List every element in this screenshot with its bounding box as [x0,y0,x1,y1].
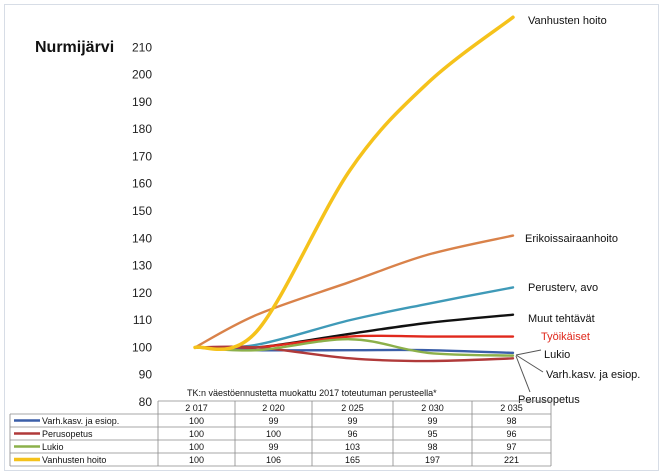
table-cell: 165 [345,455,360,465]
table-cell: 97 [506,442,516,452]
legend-label: Perusopetus [42,429,93,439]
series-line-3 [193,15,515,351]
end-label: Vanhusten hoito [528,15,607,27]
plot-lines [193,15,515,363]
table-cell: 106 [266,455,281,465]
table-cell: 221 [504,455,519,465]
chart-title: Nurmijärvi [35,39,114,56]
legend-label: Varh.kasv. ja esiop. [42,416,119,426]
chart-frame [4,4,659,471]
series-line-2 [193,338,515,357]
table-cell: 197 [425,455,440,465]
y-tick-label: 200 [132,68,152,82]
series-line-extra-3 [193,334,515,350]
y-tick-label: 140 [132,231,152,245]
table-cell: 100 [189,416,204,426]
table-header-cell: 2 020 [262,403,285,413]
table-cell: 99 [268,416,278,426]
table-cell: 100 [189,442,204,452]
y-tick-label: 80 [139,395,153,409]
table-cell: 98 [427,442,437,452]
label-connector [515,354,544,373]
end-label: Työikäiset [541,331,590,343]
chart-note: TK:n väestöennustetta muokattu 2017 tote… [187,388,437,398]
series-line-extra-0 [193,234,515,349]
table-header-cell: 2 017 [185,403,208,413]
table-header-cell: 2 035 [500,403,523,413]
table-cell: 96 [506,429,516,439]
table-cell: 95 [427,429,437,439]
table-cell: 99 [347,416,357,426]
end-label: Erikoissairaanhoito [525,233,618,245]
table-header-cell: 2 025 [341,403,364,413]
y-tick-label: 180 [132,122,152,136]
label-connector [515,349,542,356]
y-tick-label: 150 [132,204,152,218]
data-table: 2 017 2 020 2 025 2 030 2 035 Varh.kasv. ja e… [9,400,552,467]
table-cell: 99 [268,442,278,452]
y-tick-label: 210 [132,40,152,54]
y-tick-label: 100 [132,340,152,354]
end-label: Varh.kasv. ja esiop. [546,369,640,381]
end-label: Perusterv, avo [528,282,598,294]
legend-label: Lukio [42,442,64,452]
end-label: Lukio [544,349,570,361]
table-cell: 100 [189,455,204,465]
y-tick-label: 190 [132,95,152,109]
end-label: Muut tehtävät [528,313,595,325]
end-label: Perusopetus [518,394,580,406]
table-cell: 100 [189,429,204,439]
y-tick-label: 160 [132,177,152,191]
y-tick-label: 170 [132,149,152,163]
label-connector [515,355,531,393]
series-line-1 [193,345,515,363]
y-tick-label: 110 [133,313,152,327]
y-tick-label: 130 [132,259,152,273]
table-cell: 103 [345,442,360,452]
y-tick-label: 90 [139,368,153,382]
table-cell: 99 [427,416,437,426]
y-axis: 80 90 100 110 120 130 140 150 160 170 180 190 200 210 [132,40,152,409]
table-cell: 98 [506,416,516,426]
end-labels: Vanhusten hoito Erikoissairaanhoito Perust… [515,15,640,406]
legend-label: Vanhusten hoito [42,455,106,465]
table-header-cell: 2 030 [421,403,444,413]
table-cell: 96 [347,429,357,439]
y-tick-label: 120 [132,286,152,300]
table-cell: 100 [266,429,281,439]
